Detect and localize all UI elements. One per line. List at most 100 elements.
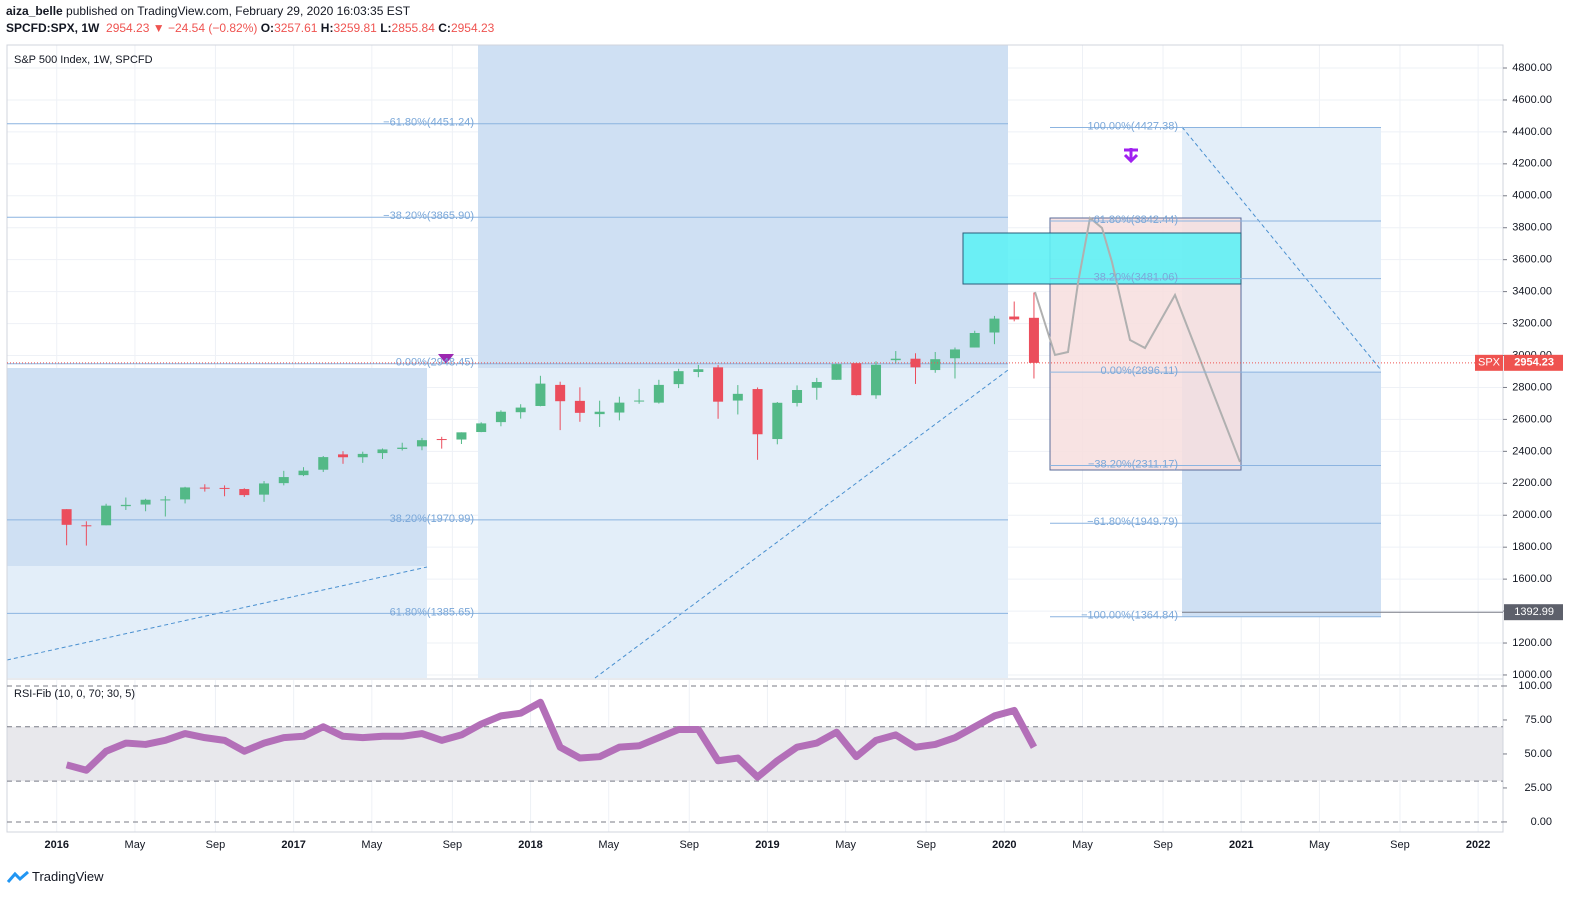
candle-body [752, 389, 763, 435]
symbol-label: SPX [1478, 357, 1501, 369]
x-tick-label: Sep [679, 839, 699, 851]
candle-body [831, 364, 842, 380]
trend-line [594, 369, 1009, 679]
ohlc-value: 3259.81 [333, 21, 377, 35]
candle-body [436, 439, 447, 441]
candle-body [910, 358, 921, 368]
x-tick-label: Sep [916, 839, 936, 851]
fib-label: 0.00%(2896.11) [1101, 365, 1178, 377]
candle-body [219, 487, 230, 489]
ohlc-key: L: [380, 21, 392, 35]
fib-zone [478, 368, 1008, 678]
chart-frame [6, 44, 1504, 833]
rsi-tick-label: 0.00 [1531, 816, 1552, 828]
candle-body [693, 369, 704, 372]
x-tick-label: 2022 [1466, 839, 1490, 851]
symbol-box [1475, 354, 1503, 371]
ohlc-value: 2954.23 [450, 21, 495, 35]
symbol-line: SPCFD:SPX, 1W 2954.23 ▼ −24.54 (−0.82%) … [6, 21, 494, 35]
candle-body [416, 440, 427, 447]
candle-body [772, 402, 783, 440]
y-tick-label: 4400.00 [1512, 126, 1552, 138]
candle-body [495, 411, 506, 423]
x-tick-label: 2020 [992, 839, 1016, 851]
y-tick-label: 2200.00 [1512, 477, 1552, 489]
candle-body [160, 499, 171, 501]
rsi-line [65, 698, 1038, 781]
candle-body [357, 453, 368, 458]
candle-body [1009, 316, 1020, 320]
candle-body [989, 318, 1000, 333]
price: 2954.23 [106, 21, 150, 35]
ohlc-value: 2855.84 [391, 21, 435, 35]
candle-body [930, 359, 941, 371]
fib-label: 0.00%(2948.45) [396, 357, 474, 369]
candle-body [614, 402, 625, 413]
ohlc-value: 3257.61 [274, 21, 318, 35]
candle-body [555, 384, 566, 402]
fib-label: 61.80%(3842.44) [1094, 214, 1178, 226]
candle-body [377, 449, 388, 454]
price-box [1504, 354, 1563, 371]
candle-body [318, 457, 329, 470]
fib-zone [478, 45, 1008, 368]
candle-body [732, 393, 743, 401]
y-tick-label: 2600.00 [1512, 413, 1552, 425]
candle-body [653, 384, 664, 403]
candle-body [278, 477, 289, 484]
y-tick-label: 2400.00 [1512, 445, 1552, 457]
rsi-tick-label: 25.00 [1524, 782, 1552, 794]
x-tick-label: May [361, 839, 382, 851]
y-tick-label: 1800.00 [1512, 541, 1552, 553]
y-tick-label: 4600.00 [1512, 94, 1552, 106]
x-tick-label: May [125, 839, 146, 851]
rsi-tick-label: 100.00 [1518, 680, 1552, 692]
fib-label: −61.80%(1949.79) [1087, 516, 1178, 528]
candle-body [239, 489, 250, 496]
candle-body [120, 504, 131, 507]
marker-label: 1392.99 [1514, 606, 1554, 618]
candle-body [1028, 317, 1039, 363]
x-tick-label: 2021 [1229, 839, 1253, 851]
change: ▼ −24.54 (−0.82%) [152, 21, 258, 35]
x-tick-label: 2017 [281, 839, 305, 851]
y-tick-label: 4000.00 [1512, 190, 1552, 202]
drawings [6, 44, 1504, 833]
candle-body [476, 423, 487, 433]
logo [6, 870, 29, 883]
publish-line: aiza_belle published on TradingView.com,… [6, 4, 410, 18]
x-tick-label: Sep [1390, 839, 1410, 851]
x-tick-label: May [1072, 839, 1093, 851]
candle-body [61, 509, 72, 525]
projection-arrows [1034, 216, 1241, 463]
x-tick-label: May [1309, 839, 1330, 851]
candle-body [969, 332, 980, 348]
fib-label: −100.00%(1364.84) [1081, 610, 1178, 622]
fib-zone [7, 368, 427, 566]
rsi-label: RSI-Fib (10, 0, 70; 30, 5) [14, 688, 135, 700]
published: published on TradingView.com, February 2… [66, 4, 411, 18]
candle-body [199, 487, 210, 489]
y-tick-label: 1200.00 [1512, 637, 1552, 649]
y-tick-label: 3200.00 [1512, 317, 1552, 329]
fib-label: −61.80%(4451.24) [383, 117, 474, 129]
candle-body [259, 483, 270, 495]
candle-body [397, 447, 408, 449]
y-tick-label: 3800.00 [1512, 222, 1552, 234]
chart-title: S&P 500 Index, 1W, SPCFD [14, 54, 153, 66]
rsi-tick-label: 50.00 [1524, 748, 1552, 760]
trend-line [1181, 126, 1382, 371]
fib-label: 38.20%(1970.99) [390, 513, 474, 525]
marker-box [1504, 604, 1563, 621]
candle-body [535, 383, 546, 406]
fib-label: −38.20%(2311.17) [1088, 458, 1178, 470]
x-tick-label: Sep [443, 839, 463, 851]
x-tick-label: May [835, 839, 856, 851]
fib-zone [7, 566, 427, 678]
candle-body [713, 367, 724, 402]
candle-body [180, 487, 191, 500]
y-tick-label: 2000.00 [1512, 509, 1552, 521]
candle-body [673, 371, 684, 385]
candle-body [811, 382, 822, 388]
